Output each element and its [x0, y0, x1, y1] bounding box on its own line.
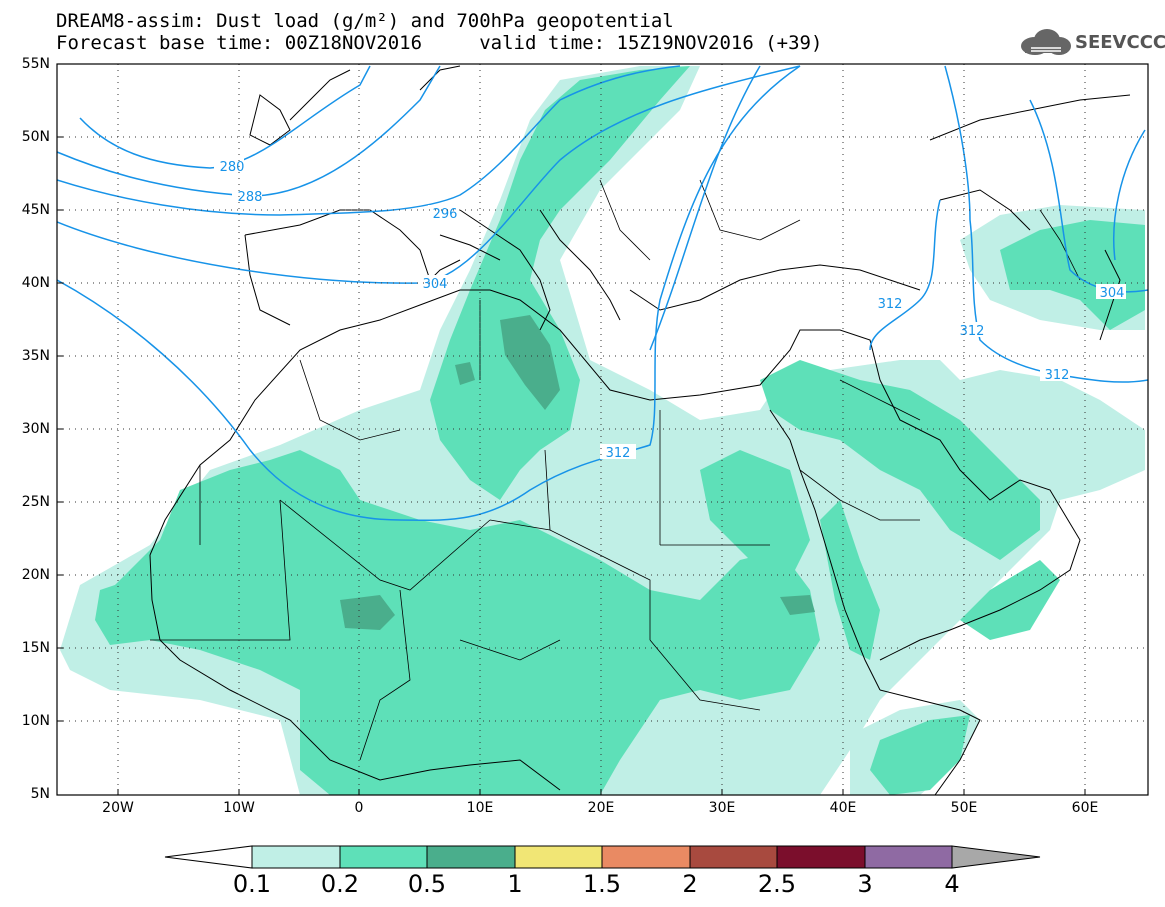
colorbar-tick-label: 2.5 [757, 870, 797, 898]
dust-medium-shading [95, 66, 1145, 795]
lon-label: 20W [102, 800, 134, 816]
contour-label: 280 [220, 160, 245, 175]
contour-label: 312 [606, 446, 631, 461]
colorbar-high-end [951, 845, 1041, 869]
contour-labels: 280 288 296 304 312 312 312 312 304 [214, 158, 1126, 461]
map-title-line1: DREAM8-assim: Dust load (g/m²) and 700hP… [56, 10, 674, 32]
lat-label: 55N [21, 56, 50, 72]
colorbar-swatch [514, 845, 603, 869]
contour-label: 312 [878, 297, 903, 312]
lon-label: 30E [708, 800, 736, 816]
lon-label: 50E [950, 800, 978, 816]
contour-label: 304 [423, 277, 448, 292]
colorbar-swatch [601, 845, 691, 869]
colorbar-swatch [426, 845, 516, 869]
logo-text: SEEVCCC [1075, 32, 1165, 53]
colorbar-tick-label: 1 [507, 870, 523, 898]
contour-label: 312 [960, 324, 985, 339]
colorbar-tick-label: 4 [944, 870, 960, 898]
colorbar-low-end [164, 845, 253, 869]
contour-label: 304 [1100, 286, 1125, 301]
lat-label: 35N [21, 348, 50, 364]
lon-label: 20E [587, 800, 615, 816]
colorbar [164, 845, 1041, 869]
contour-label: 296 [433, 207, 458, 222]
lon-label: 10E [466, 800, 494, 816]
cloud-icon [1021, 29, 1071, 55]
colorbar-swatch [251, 845, 341, 869]
lat-label: 40N [21, 275, 50, 291]
lat-label: 20N [21, 567, 50, 583]
lon-label: 60E [1071, 800, 1099, 816]
contour-label: 312 [1045, 368, 1070, 383]
coastlines [149, 65, 1131, 795]
contour-label: 288 [238, 190, 263, 205]
country-borders [150, 179, 1081, 761]
colorbar-swatch [864, 845, 953, 869]
lon-label: 0 [354, 800, 364, 816]
lat-label: 45N [21, 202, 50, 218]
lat-label: 5N [30, 786, 50, 802]
colorbar-tick-label: 0.1 [232, 870, 272, 898]
lon-label: 10W [223, 800, 255, 816]
colorbar-tick-label: 0.5 [407, 870, 447, 898]
lat-label: 50N [21, 129, 50, 145]
colorbar-tick-label: 2 [682, 870, 698, 898]
colorbar-tick-label: 3 [857, 870, 873, 898]
colorbar-tick-label: 1.5 [582, 870, 622, 898]
colorbar-swatch [776, 845, 866, 869]
lon-label: 40E [829, 800, 857, 816]
colorbar-swatch [339, 845, 428, 869]
dust-layer [60, 66, 1145, 795]
axis-ticks [57, 63, 1086, 796]
lat-label: 15N [21, 640, 50, 656]
lat-label: 25N [21, 494, 50, 510]
lat-label: 30N [21, 421, 50, 437]
colorbar-tick-label: 0.2 [320, 870, 360, 898]
colorbar-swatch [689, 845, 778, 869]
map-title-line2: Forecast base time: 00Z18NOV2016 valid t… [56, 32, 823, 54]
dust-heavy-shading [340, 315, 815, 630]
seevccc-logo: SEEVCCC [1017, 26, 1165, 58]
lat-label: 10N [21, 713, 50, 729]
